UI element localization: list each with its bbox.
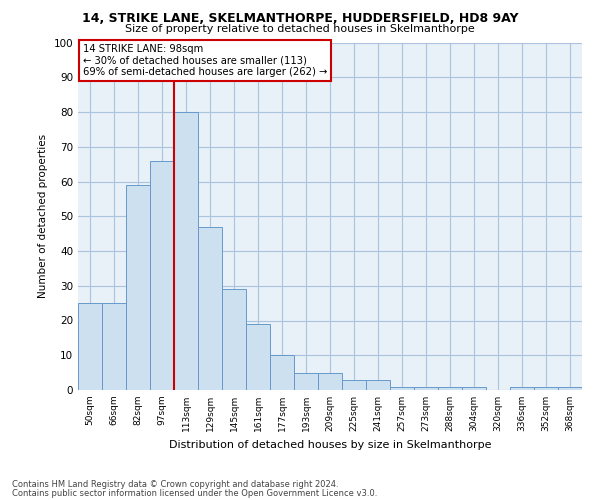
- Bar: [318, 372, 342, 390]
- Bar: [558, 386, 582, 390]
- Bar: [222, 289, 246, 390]
- Bar: [150, 160, 174, 390]
- Bar: [270, 355, 294, 390]
- Bar: [174, 112, 198, 390]
- Text: Contains HM Land Registry data © Crown copyright and database right 2024.: Contains HM Land Registry data © Crown c…: [12, 480, 338, 489]
- Bar: [366, 380, 390, 390]
- Bar: [534, 386, 558, 390]
- Bar: [390, 386, 414, 390]
- Bar: [246, 324, 270, 390]
- Bar: [294, 372, 318, 390]
- Text: 14, STRIKE LANE, SKELMANTHORPE, HUDDERSFIELD, HD8 9AY: 14, STRIKE LANE, SKELMANTHORPE, HUDDERSF…: [82, 12, 518, 26]
- Bar: [510, 386, 534, 390]
- Bar: [126, 185, 150, 390]
- X-axis label: Distribution of detached houses by size in Skelmanthorpe: Distribution of detached houses by size …: [169, 440, 491, 450]
- Bar: [414, 386, 438, 390]
- Bar: [198, 226, 222, 390]
- Text: Size of property relative to detached houses in Skelmanthorpe: Size of property relative to detached ho…: [125, 24, 475, 34]
- Text: Contains public sector information licensed under the Open Government Licence v3: Contains public sector information licen…: [12, 488, 377, 498]
- Bar: [438, 386, 462, 390]
- Bar: [102, 303, 126, 390]
- Text: 14 STRIKE LANE: 98sqm
← 30% of detached houses are smaller (113)
69% of semi-det: 14 STRIKE LANE: 98sqm ← 30% of detached …: [83, 44, 328, 78]
- Bar: [462, 386, 486, 390]
- Bar: [78, 303, 102, 390]
- Bar: [342, 380, 366, 390]
- Y-axis label: Number of detached properties: Number of detached properties: [38, 134, 48, 298]
